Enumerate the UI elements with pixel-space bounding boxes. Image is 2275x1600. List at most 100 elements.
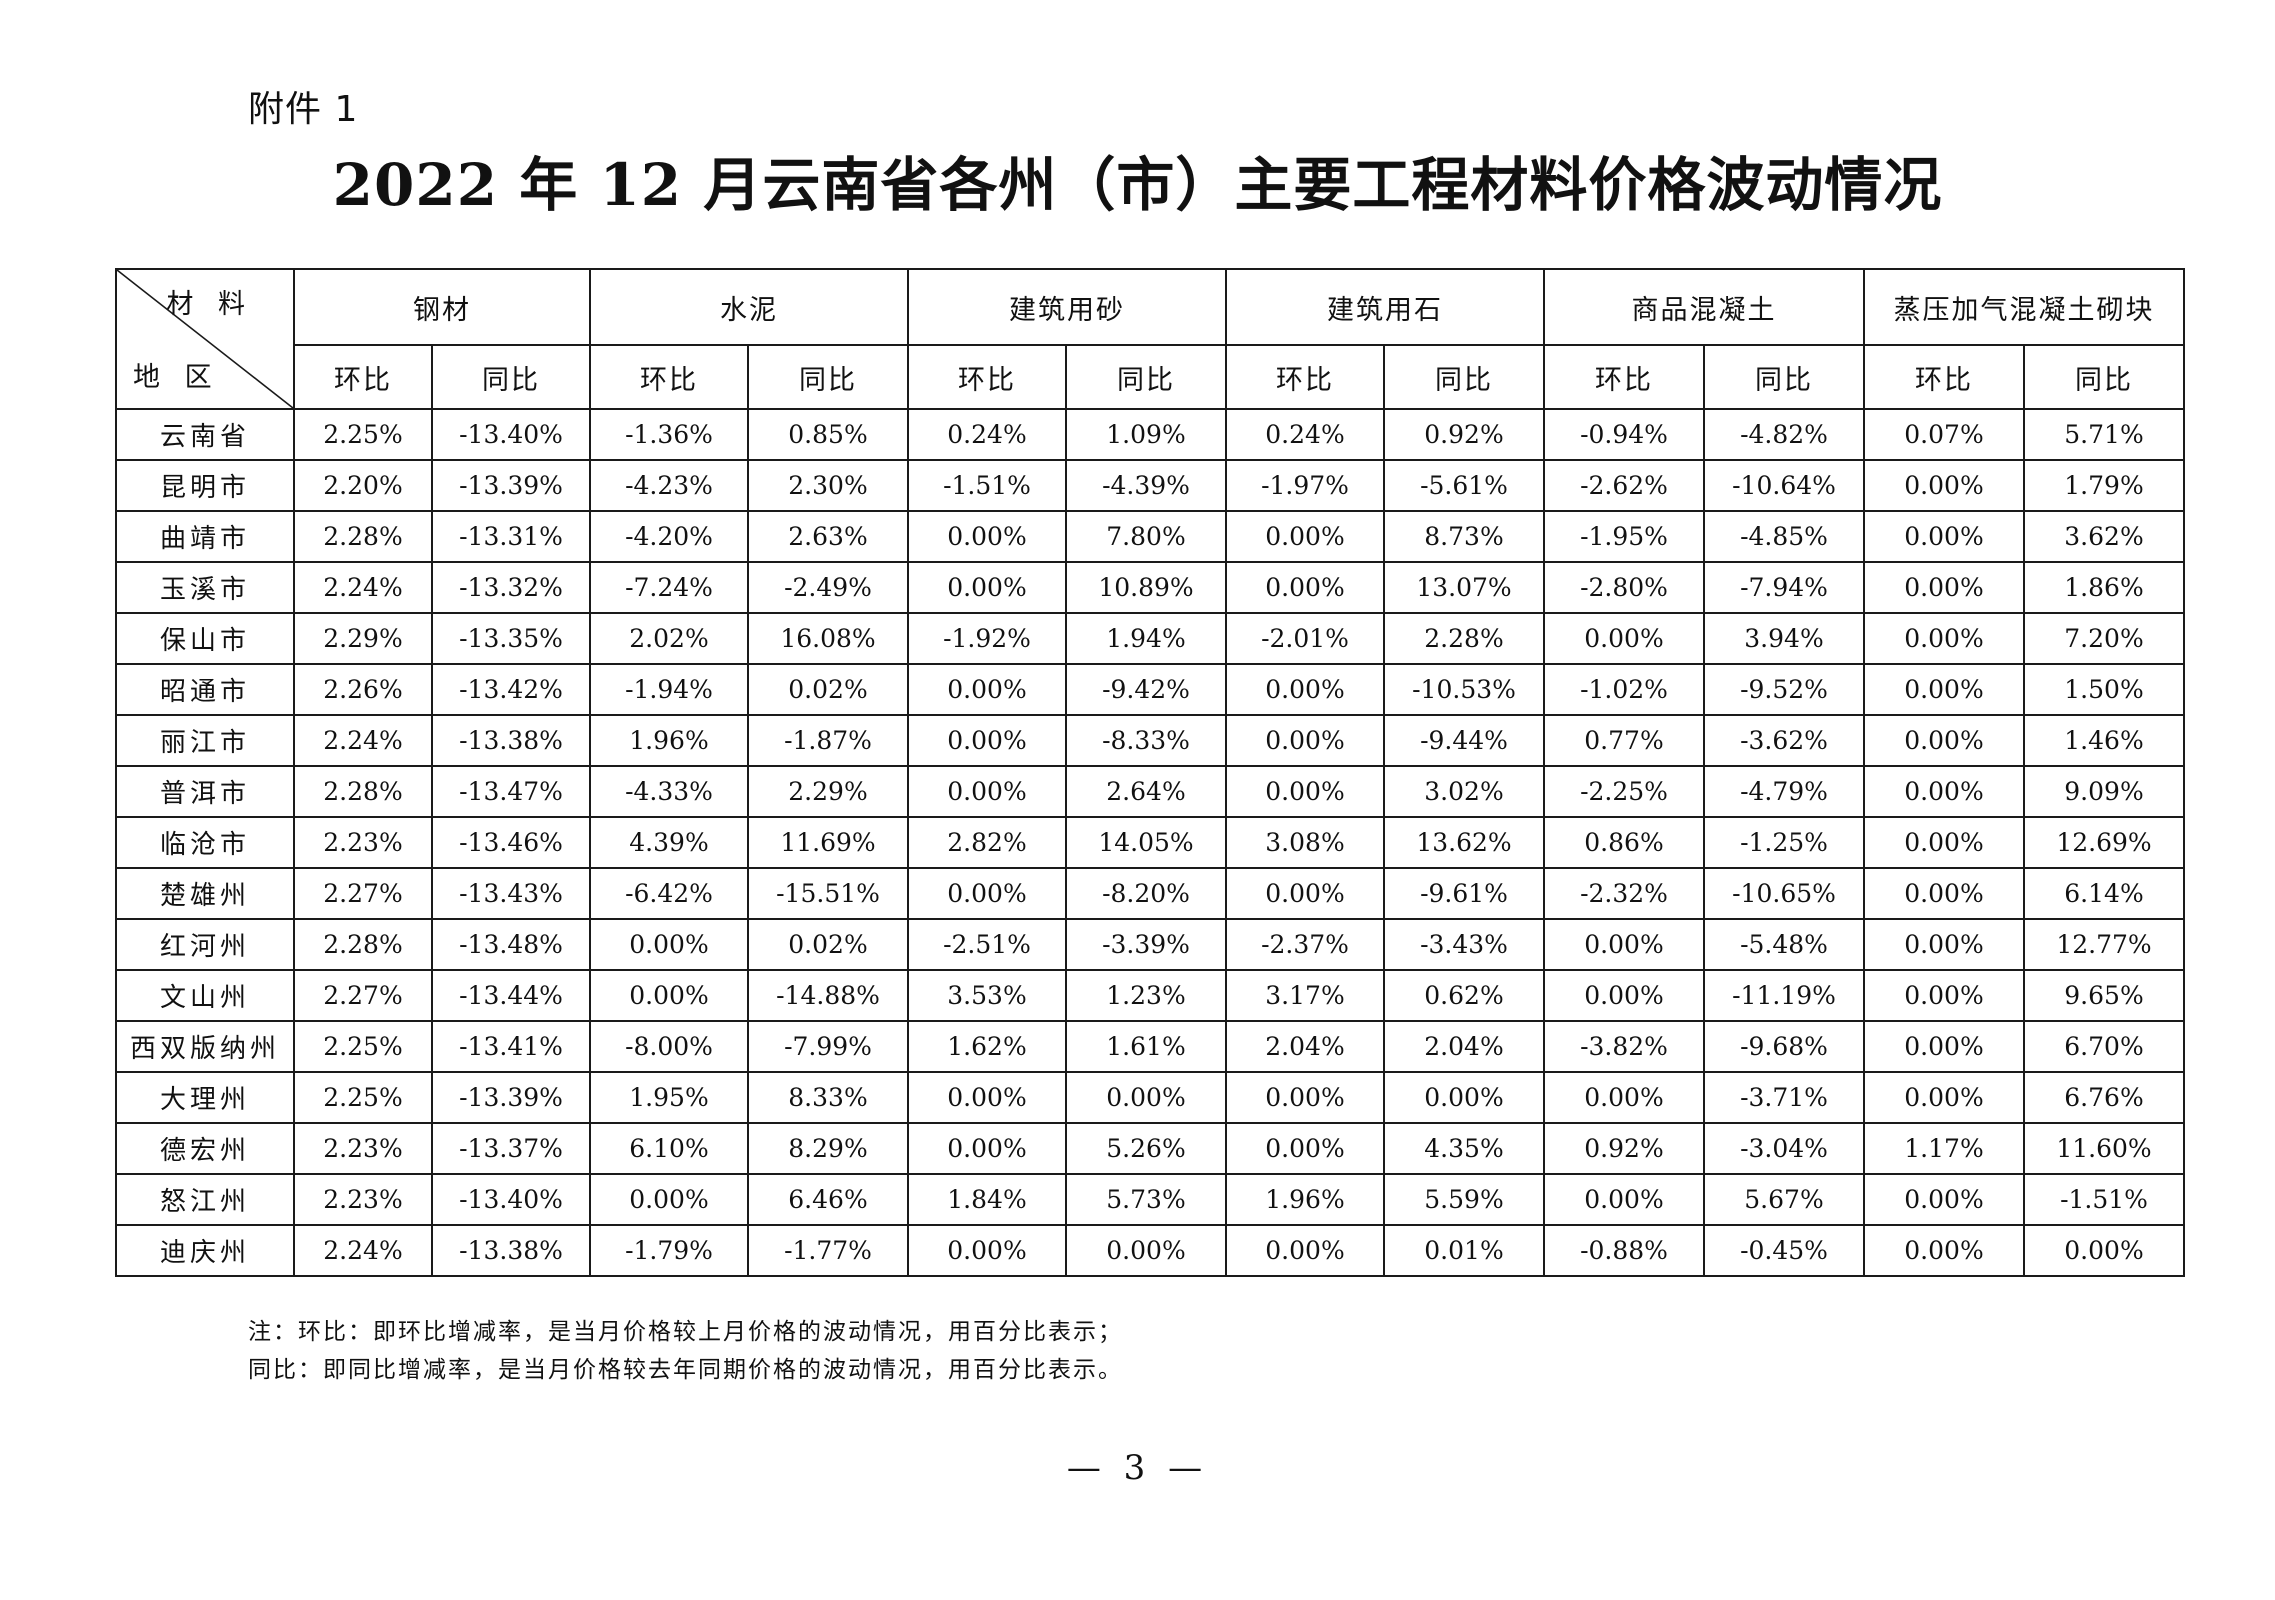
- value-cell: -13.35%: [431, 612, 591, 665]
- value-cell: -2.01%: [1225, 612, 1385, 665]
- value-cell: 0.00%: [2023, 1224, 2185, 1277]
- value-cell: 0.00%: [1863, 663, 2025, 716]
- value-cell: -1.87%: [747, 714, 909, 767]
- value-cell: -13.38%: [431, 1224, 591, 1277]
- value-cell: 0.92%: [1383, 408, 1545, 461]
- value-cell: -4.33%: [589, 765, 749, 818]
- value-cell: 6.70%: [2023, 1020, 2185, 1073]
- region-cell: 临沧市: [115, 816, 295, 869]
- value-cell: 0.00%: [1383, 1071, 1545, 1124]
- value-cell: -1.25%: [1703, 816, 1865, 869]
- table-row: 保山市 2.29% -13.35% 2.02% 16.08% -1.92% 1.94% -2.…: [115, 612, 2185, 665]
- value-cell: 0.00%: [1225, 765, 1385, 818]
- value-cell: 0.00%: [907, 765, 1067, 818]
- value-cell: -13.46%: [431, 816, 591, 869]
- value-cell: 1.09%: [1065, 408, 1227, 461]
- value-cell: -13.41%: [431, 1020, 591, 1073]
- value-cell: -2.80%: [1543, 561, 1705, 614]
- value-cell: -7.94%: [1703, 561, 1865, 614]
- value-cell: -13.39%: [431, 1071, 591, 1124]
- value-cell: -1.92%: [907, 612, 1067, 665]
- value-cell: -3.62%: [1703, 714, 1865, 767]
- value-cell: 0.00%: [1065, 1224, 1227, 1277]
- value-cell: 0.00%: [589, 1173, 749, 1226]
- value-cell: -1.95%: [1543, 510, 1705, 563]
- region-cell: 迪庆州: [115, 1224, 295, 1277]
- value-cell: 0.00%: [1543, 1071, 1705, 1124]
- value-cell: 6.46%: [747, 1173, 909, 1226]
- value-cell: 0.07%: [1863, 408, 2025, 461]
- value-cell: 2.04%: [1383, 1020, 1545, 1073]
- value-cell: 7.80%: [1065, 510, 1227, 563]
- value-cell: 1.62%: [907, 1020, 1067, 1073]
- value-cell: 0.00%: [1543, 1173, 1705, 1226]
- region-cell: 普洱市: [115, 765, 295, 818]
- value-cell: 0.00%: [907, 1224, 1067, 1277]
- value-cell: -13.42%: [431, 663, 591, 716]
- value-cell: -5.48%: [1703, 918, 1865, 971]
- value-cell: 1.95%: [589, 1071, 749, 1124]
- value-cell: -3.43%: [1383, 918, 1545, 971]
- value-cell: 0.00%: [1863, 510, 2025, 563]
- value-cell: 0.00%: [1065, 1071, 1227, 1124]
- value-cell: 2.27%: [293, 867, 433, 920]
- value-cell: -7.99%: [747, 1020, 909, 1073]
- value-cell: 6.76%: [2023, 1071, 2185, 1124]
- value-cell: 3.53%: [907, 969, 1067, 1022]
- value-cell: -13.39%: [431, 459, 591, 512]
- region-cell: 德宏州: [115, 1122, 295, 1175]
- value-cell: 2.23%: [293, 1173, 433, 1226]
- value-cell: 0.00%: [907, 1122, 1067, 1175]
- subheader-yoy: 同比: [1383, 344, 1545, 410]
- value-cell: 0.00%: [907, 663, 1067, 716]
- value-cell: 2.20%: [293, 459, 433, 512]
- value-cell: 0.00%: [1863, 816, 2025, 869]
- value-cell: 0.01%: [1383, 1224, 1545, 1277]
- value-cell: -1.77%: [747, 1224, 909, 1277]
- value-cell: 2.82%: [907, 816, 1067, 869]
- value-cell: -5.61%: [1383, 459, 1545, 512]
- value-cell: -9.68%: [1703, 1020, 1865, 1073]
- value-cell: -2.49%: [747, 561, 909, 614]
- value-cell: 3.17%: [1225, 969, 1385, 1022]
- value-cell: 5.26%: [1065, 1122, 1227, 1175]
- value-cell: 2.24%: [293, 1224, 433, 1277]
- value-cell: 0.00%: [1863, 1173, 2025, 1226]
- region-cell: 玉溪市: [115, 561, 295, 614]
- value-cell: 3.62%: [2023, 510, 2185, 563]
- value-cell: 2.29%: [293, 612, 433, 665]
- value-cell: -13.48%: [431, 918, 591, 971]
- value-cell: -3.82%: [1543, 1020, 1705, 1073]
- value-cell: -2.37%: [1225, 918, 1385, 971]
- value-cell: 6.14%: [2023, 867, 2185, 920]
- value-cell: -1.36%: [589, 408, 749, 461]
- value-cell: 4.39%: [589, 816, 749, 869]
- value-cell: 0.00%: [1543, 612, 1705, 665]
- corner-region-label: 地 区: [133, 362, 220, 393]
- corner-materials-label: 材 料: [166, 289, 253, 320]
- value-cell: 8.33%: [747, 1071, 909, 1124]
- value-cell: -13.37%: [431, 1122, 591, 1175]
- value-cell: 2.64%: [1065, 765, 1227, 818]
- attachment-label: 附件 1: [248, 89, 359, 130]
- value-cell: 12.77%: [2023, 918, 2185, 971]
- value-cell: 0.00%: [1543, 918, 1705, 971]
- value-cell: 1.61%: [1065, 1020, 1227, 1073]
- value-cell: 1.96%: [1225, 1173, 1385, 1226]
- value-cell: -0.94%: [1543, 408, 1705, 461]
- value-cell: 3.94%: [1703, 612, 1865, 665]
- value-cell: -3.39%: [1065, 918, 1227, 971]
- value-cell: -2.51%: [907, 918, 1067, 971]
- value-cell: -8.33%: [1065, 714, 1227, 767]
- corner-header: 材 料 地 区: [115, 268, 295, 410]
- table-row: 楚雄州 2.27% -13.43% -6.42% -15.51% 0.00% -8.20% 0…: [115, 867, 2185, 920]
- value-cell: 2.63%: [747, 510, 909, 563]
- value-cell: 2.25%: [293, 1020, 433, 1073]
- value-cell: 0.00%: [1863, 918, 2025, 971]
- value-cell: -4.23%: [589, 459, 749, 512]
- material-header: 蒸压加气混凝土砌块: [1863, 268, 2185, 346]
- value-cell: 1.79%: [2023, 459, 2185, 512]
- value-cell: -9.61%: [1383, 867, 1545, 920]
- value-cell: -8.20%: [1065, 867, 1227, 920]
- value-cell: -3.71%: [1703, 1071, 1865, 1124]
